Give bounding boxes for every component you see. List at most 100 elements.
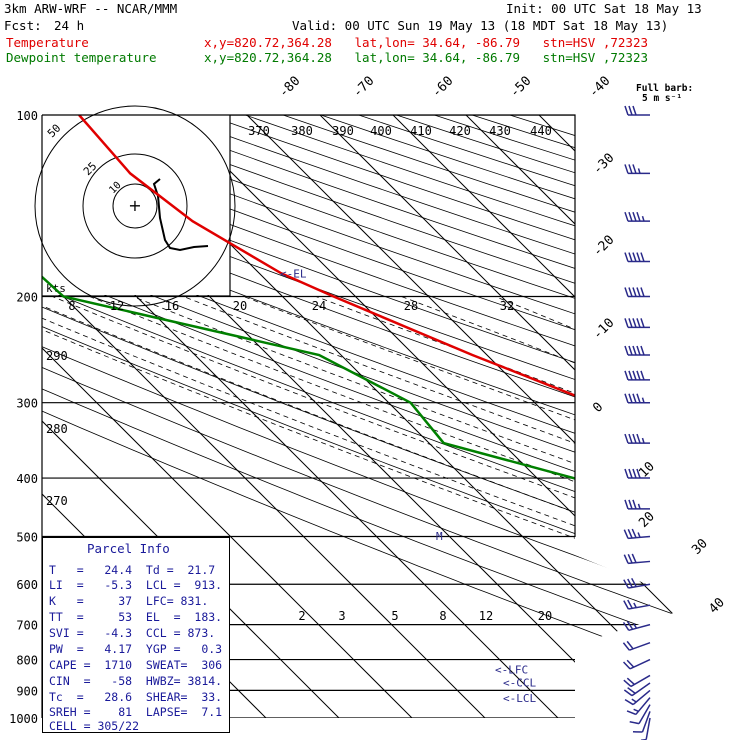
barb-flag (624, 211, 629, 222)
wind-barb (629, 704, 651, 725)
dry-adiabat (42, 115, 698, 718)
isotherm-label: 0 (590, 400, 606, 416)
barb-flag (632, 433, 637, 444)
barb-flag (624, 105, 629, 116)
moist-adiabat-label: 16 (165, 299, 179, 313)
isotherm (42, 115, 413, 718)
moist-adiabat-label: 20 (233, 299, 247, 313)
barb-flag (624, 164, 629, 174)
moist-adiabat (132, 296, 698, 718)
barb-flag (624, 433, 629, 444)
barb-flag (632, 164, 637, 174)
isotherm-label: -50 (507, 74, 534, 101)
moist-adiabat (183, 296, 698, 718)
barb-flag (622, 621, 630, 631)
hodograph-center: + (128, 196, 141, 215)
isotherm-label: -80 (276, 74, 303, 101)
barb-half-flag (637, 168, 641, 174)
mixing-ratio-label: 3 (338, 609, 345, 623)
wind-barb (622, 620, 651, 632)
barb-flag (632, 499, 637, 510)
wind-barb (624, 318, 650, 329)
parcel-info-title: Parcel Info (87, 541, 170, 556)
pressure-tick-label: 500 (16, 530, 38, 544)
isotherm-label: -40 (586, 74, 613, 101)
barb-flag (636, 393, 641, 403)
barb-flag (627, 687, 636, 694)
barb-staff (641, 711, 651, 733)
barb-half-flag (633, 708, 639, 713)
wind-barb (624, 433, 650, 444)
barb-flag (632, 345, 637, 356)
wind-barb (624, 105, 650, 116)
isotherm-label: 30 (689, 536, 711, 558)
barb-flag (628, 105, 633, 116)
parcel-row: CELL = 305/22 (49, 719, 140, 733)
freezing-level-marker: M (436, 530, 443, 543)
barb-flag (636, 370, 641, 381)
dry-adiabat (42, 115, 698, 718)
init-time: Init: 00 UTC Sat 18 May 13 (506, 1, 702, 16)
lfc-marker: <-LFC (495, 664, 528, 677)
barb-half-flag (641, 215, 645, 222)
wind-barb (624, 164, 650, 175)
parcel-row: LI = -5.3 LCL = 913. (49, 578, 223, 592)
barb-staff (638, 704, 651, 724)
barb-legend: Full barb: (636, 83, 694, 94)
barb-flag (624, 698, 634, 706)
barb-flag (632, 211, 637, 222)
barb-flag (627, 529, 633, 539)
mixing-ratio-label: 20 (538, 609, 552, 623)
wind-barb (632, 711, 651, 733)
hodograph-ring (34, 105, 236, 307)
barb-flag (640, 318, 645, 328)
barb-staff (645, 717, 651, 740)
barb-flag (627, 599, 633, 609)
barb-flag (628, 211, 633, 222)
isotherm-label: -20 (590, 233, 617, 260)
barb-flag (624, 499, 629, 510)
barb-flag (632, 252, 637, 262)
dewpoint-legend: Dewpoint temperature (6, 50, 157, 65)
barb-flag (623, 679, 632, 688)
parcel-row: SREH = 81 LAPSE= 7.1 (49, 705, 223, 719)
barb-flag (626, 659, 635, 668)
barb-half-flag (637, 532, 641, 538)
theta-label: 400 (370, 124, 392, 138)
moist-adiabat (89, 296, 698, 718)
isotherm-label: 20 (636, 509, 658, 531)
dry-adiabat-label: 290 (46, 349, 68, 363)
barb-flag (631, 553, 637, 563)
barb-flag (628, 499, 633, 510)
pressure-tick-label: 600 (16, 578, 38, 592)
hodograph-ring (112, 183, 158, 229)
barb-flag (636, 345, 641, 356)
barb-half-flag (633, 623, 638, 629)
barb-flag (628, 433, 633, 444)
barb-flag (636, 252, 641, 262)
barb-flag (627, 554, 633, 564)
barb-flag (626, 710, 637, 716)
isotherm-label: -70 (350, 74, 377, 101)
wind-barb (623, 599, 651, 610)
lcl-marker: <-LCL (503, 692, 536, 705)
dry-adiabat (42, 115, 698, 718)
parcel-row: T = 24.4 Td = 21.7 (49, 563, 216, 577)
barb-flag (628, 164, 633, 174)
parcel-row: CAPE = 1710 SWEAT= 306 (49, 658, 223, 672)
pressure-tick-label: 400 (16, 472, 38, 486)
dry-adiabat (42, 115, 698, 718)
parcel-row: PW = 4.17 YGP = 0.3 (49, 642, 223, 656)
theta-label: 370 (248, 124, 270, 138)
barb-flag (632, 318, 637, 328)
barb-half-flag (637, 503, 641, 510)
theta-label: 380 (291, 124, 313, 138)
barb-flag (622, 642, 630, 651)
wind-barb (624, 393, 650, 404)
barb-flag (632, 468, 637, 479)
plot-frame (42, 114, 576, 537)
barb-half-flag (631, 698, 637, 703)
isotherm (319, 115, 698, 718)
mixing-ratio-label: 12 (479, 609, 493, 623)
